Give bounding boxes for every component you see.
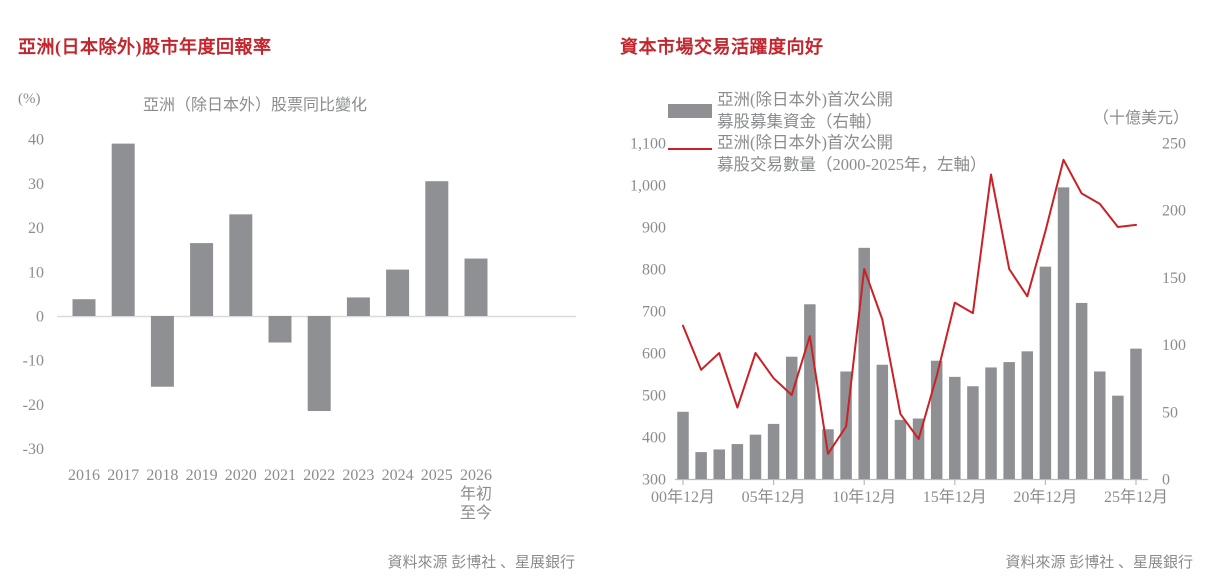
right-chart-right-y-tick-label: 150 bbox=[1162, 270, 1186, 287]
right-chart-left-y-tick-label: 1,000 bbox=[630, 178, 666, 195]
left-chart-y-tick-label: 0 bbox=[36, 309, 44, 326]
left-chart-y-tick-label: -10 bbox=[23, 353, 44, 370]
left-chart-x-tick-label: 2024 bbox=[382, 467, 414, 484]
left-chart-bar-2025 bbox=[425, 181, 449, 316]
left-chart-y-tick-label: 10 bbox=[28, 264, 44, 281]
legend-item-ipo-proceeds-line1: 亞洲(除日本外)首次公開 bbox=[717, 90, 893, 109]
left-chart-x-tick-label: 2017 bbox=[107, 467, 139, 484]
left-chart-y-tick-label: 30 bbox=[28, 176, 44, 193]
right-chart-x-tick-label: 20年12月 bbox=[1013, 488, 1077, 506]
right-chart-bar-2015 bbox=[949, 376, 961, 479]
left-chart-x-tick-label-extra: 至今 bbox=[460, 504, 492, 522]
left-chart-bar-2016 bbox=[72, 299, 96, 316]
legend-item-ipo-deals-line2: 募股交易數量（2000-2025年，左軸） bbox=[717, 154, 987, 174]
right-chart-bar-2000 bbox=[677, 411, 689, 479]
left-chart-y-tick-label: 40 bbox=[28, 132, 44, 149]
left-chart-x-tick-label: 2023 bbox=[342, 467, 374, 484]
left-chart-x-tick-label: 2021 bbox=[264, 467, 296, 484]
left-chart-x-tick-label: 2016 bbox=[68, 467, 100, 484]
left-chart-bar-2018 bbox=[150, 316, 174, 387]
left-chart-y-tick-label: -30 bbox=[23, 441, 44, 458]
right-chart-bar-2021 bbox=[1057, 187, 1070, 480]
right-chart-bar-2006 bbox=[785, 356, 798, 479]
left-chart-x-tick-label-extra: 年初 bbox=[460, 485, 492, 503]
right-chart-left-y-tick-label: 600 bbox=[642, 346, 666, 363]
left-chart-y-tick-label: -20 bbox=[23, 397, 44, 414]
right-chart-right-y-tick-label: 100 bbox=[1162, 337, 1186, 354]
left-chart-bar-2022 bbox=[307, 316, 331, 412]
left-chart-bar-2019 bbox=[190, 243, 214, 316]
left-chart-x-tick-label: 2025 bbox=[421, 467, 453, 484]
right-chart-bar-2002 bbox=[713, 449, 725, 479]
right-chart-bar-2024 bbox=[1112, 395, 1124, 479]
right-chart-bar-2013 bbox=[912, 418, 925, 479]
right-chart-x-tick-label: 05年12月 bbox=[742, 488, 806, 506]
legend-item-ipo-proceeds-line2: 募股募集資金（右軸） bbox=[717, 111, 882, 131]
right-chart-x-tick-label: 15年12月 bbox=[923, 488, 987, 506]
right-chart-bar-2010 bbox=[858, 247, 870, 479]
left-chart-x-tick-label: 2020 bbox=[225, 467, 257, 484]
right-chart-right-y-tick-label: 250 bbox=[1162, 136, 1186, 153]
left-chart-source: 資料來源 彭博社 、星展銀行 bbox=[387, 555, 575, 571]
left-chart-x-tick-label: 2026 bbox=[460, 467, 492, 484]
right-chart-x-tick-label: 25年12月 bbox=[1104, 488, 1168, 506]
left-chart-y-tick-label: 20 bbox=[28, 220, 44, 237]
legend-item-ipo-proceeds: 亞洲(除日本外)首次公開 募股募集資金（右軸） bbox=[717, 89, 893, 132]
right-chart-bar-2014 bbox=[930, 360, 943, 479]
right-chart-x-tick-label: 10年12月 bbox=[832, 488, 896, 506]
right-chart-bar-2019 bbox=[1021, 351, 1034, 479]
right-chart-left-y-tick-label: 1,100 bbox=[630, 136, 666, 153]
left-chart-x-tick-label: 2019 bbox=[186, 467, 218, 484]
right-chart-bar-2012 bbox=[894, 419, 907, 479]
right-chart-right-y-tick-label: 50 bbox=[1162, 404, 1178, 421]
legend-line-swatch-icon bbox=[668, 148, 712, 150]
left-chart-bar-2020 bbox=[229, 214, 253, 316]
legend-item-ipo-deals: 亞洲(除日本外)首次公開 募股交易數量（2000-2025年，左軸） bbox=[717, 132, 987, 175]
left-chart-bar-2017 bbox=[111, 143, 135, 316]
right-chart-right-y-tick-label: 0 bbox=[1162, 472, 1170, 489]
right-chart-left-y-tick-label: 400 bbox=[642, 430, 666, 447]
right-chart-source: 資料來源 彭博社 、星展銀行 bbox=[1005, 555, 1193, 571]
right-chart-left-y-tick-label: 800 bbox=[642, 262, 666, 279]
left-chart-bar-2024 bbox=[386, 269, 410, 316]
right-chart-bar-2011 bbox=[876, 364, 889, 479]
right-chart-left-y-tick-label: 900 bbox=[642, 220, 666, 237]
right-chart-bar-2025 bbox=[1130, 348, 1142, 479]
right-chart-bar-2007 bbox=[804, 304, 816, 479]
right-chart-bar-2004 bbox=[749, 434, 762, 479]
left-chart-bar-2026 bbox=[464, 258, 488, 316]
right-chart-bar-2003 bbox=[731, 444, 744, 479]
right-chart-bar-2017 bbox=[985, 367, 997, 479]
left-chart-header: 亞洲(日本除外)股市年度回報率 bbox=[18, 37, 272, 57]
right-chart-left-y-tick-label: 700 bbox=[642, 304, 666, 321]
legend-item-ipo-deals-line1: 亞洲(除日本外)首次公開 bbox=[717, 133, 893, 152]
right-chart-bar-2023 bbox=[1094, 371, 1106, 479]
left-chart-bar-2021 bbox=[268, 316, 292, 343]
left-chart-x-tick-label: 2022 bbox=[303, 467, 335, 484]
legend-bar-swatch-icon bbox=[668, 104, 712, 118]
right-chart-left-y-tick-label: 300 bbox=[642, 472, 666, 489]
right-chart-bar-2005 bbox=[767, 423, 780, 479]
right-chart-bar-2018 bbox=[1003, 362, 1015, 479]
right-chart-deal-count-line bbox=[682, 158, 1137, 455]
right-chart-bar-2016 bbox=[967, 386, 979, 479]
right-chart-right-axis-unit: （十億美元） bbox=[1093, 110, 1190, 127]
right-chart-left-y-tick-label: 500 bbox=[642, 388, 666, 405]
right-chart-right-y-tick-label: 200 bbox=[1162, 203, 1186, 220]
left-chart-x-tick-label: 2018 bbox=[146, 467, 178, 484]
left-chart-bar-2023 bbox=[346, 297, 370, 316]
right-chart-bar-2020 bbox=[1039, 266, 1052, 479]
left-chart-y-axis-unit: (%) bbox=[18, 91, 41, 107]
right-chart-bar-2001 bbox=[695, 452, 707, 479]
left-chart-subtitle: 亞洲（除日本外）股票同比變化 bbox=[143, 97, 368, 114]
right-chart-x-tick-label: 00年12月 bbox=[651, 488, 715, 506]
right-chart-bar-2022 bbox=[1075, 302, 1088, 479]
right-chart-header: 資本市場交易活躍度向好 bbox=[620, 37, 824, 57]
